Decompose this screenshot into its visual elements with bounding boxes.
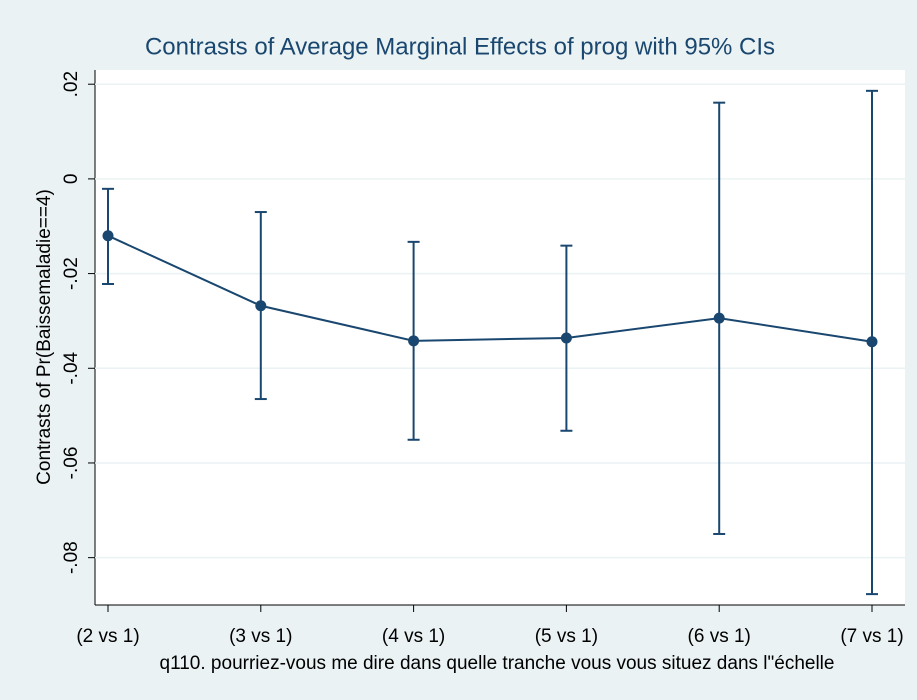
chart-title: Contrasts of Average Marginal Effects of… [145,33,775,60]
plot-area [95,70,905,605]
point [713,312,725,324]
y-tick-label: -.06 [61,447,82,480]
x-tick-label: (7 vs 1) [840,626,903,647]
point [102,230,114,242]
y-axis-title: Contrasts of Pr(Baissemaladie==4) [34,189,55,485]
y-tick-label: -.04 [61,351,82,384]
point [255,300,267,312]
y-tick-label: .02 [61,71,82,97]
x-axis-title: q110. pourriez-vous me dire dans quelle … [160,653,835,674]
point [866,336,878,348]
x-tick-label: (2 vs 1) [76,626,139,647]
x-tick-label: (4 vs 1) [382,626,445,647]
y-tick-label: 0 [61,174,82,185]
point [408,335,420,347]
x-tick-label: (3 vs 1) [229,626,292,647]
point [560,332,572,344]
line [107,234,873,343]
y-tick-label: -.02 [61,257,82,290]
y-tick-label: -.08 [61,541,82,574]
x-tick-label: (6 vs 1) [688,626,751,647]
x-tick-label: (5 vs 1) [535,626,598,647]
